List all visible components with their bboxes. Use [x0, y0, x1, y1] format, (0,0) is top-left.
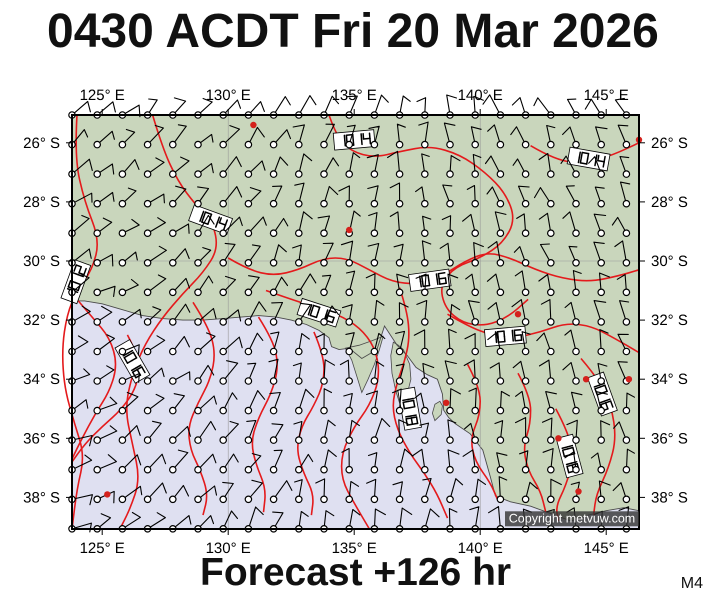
svg-text:135° E: 135° E	[332, 87, 377, 104]
svg-text:28° S: 28° S	[651, 194, 688, 211]
svg-text:125° E: 125° E	[80, 540, 125, 557]
svg-text:125° E: 125° E	[80, 87, 125, 104]
svg-text:34° S: 34° S	[23, 371, 60, 388]
svg-text:26° S: 26° S	[651, 135, 688, 152]
svg-text:28° S: 28° S	[23, 194, 60, 211]
svg-text:38° S: 38° S	[651, 489, 688, 506]
svg-text:30° S: 30° S	[23, 253, 60, 270]
svg-text:145° E: 145° E	[584, 87, 629, 104]
svg-text:Copyright metvuw.com: Copyright metvuw.com	[509, 511, 635, 525]
svg-text:32° S: 32° S	[23, 312, 60, 329]
svg-text:38° S: 38° S	[23, 489, 60, 506]
svg-text:30° S: 30° S	[651, 253, 688, 270]
svg-text:36° S: 36° S	[23, 430, 60, 447]
svg-text:36° S: 36° S	[651, 430, 688, 447]
svg-text:34° S: 34° S	[651, 371, 688, 388]
svg-text:26° S: 26° S	[23, 135, 60, 152]
svg-text:140° E: 140° E	[458, 87, 503, 104]
svg-text:145° E: 145° E	[584, 540, 629, 557]
svg-text:130° E: 130° E	[206, 87, 251, 104]
svg-text:32° S: 32° S	[651, 312, 688, 329]
